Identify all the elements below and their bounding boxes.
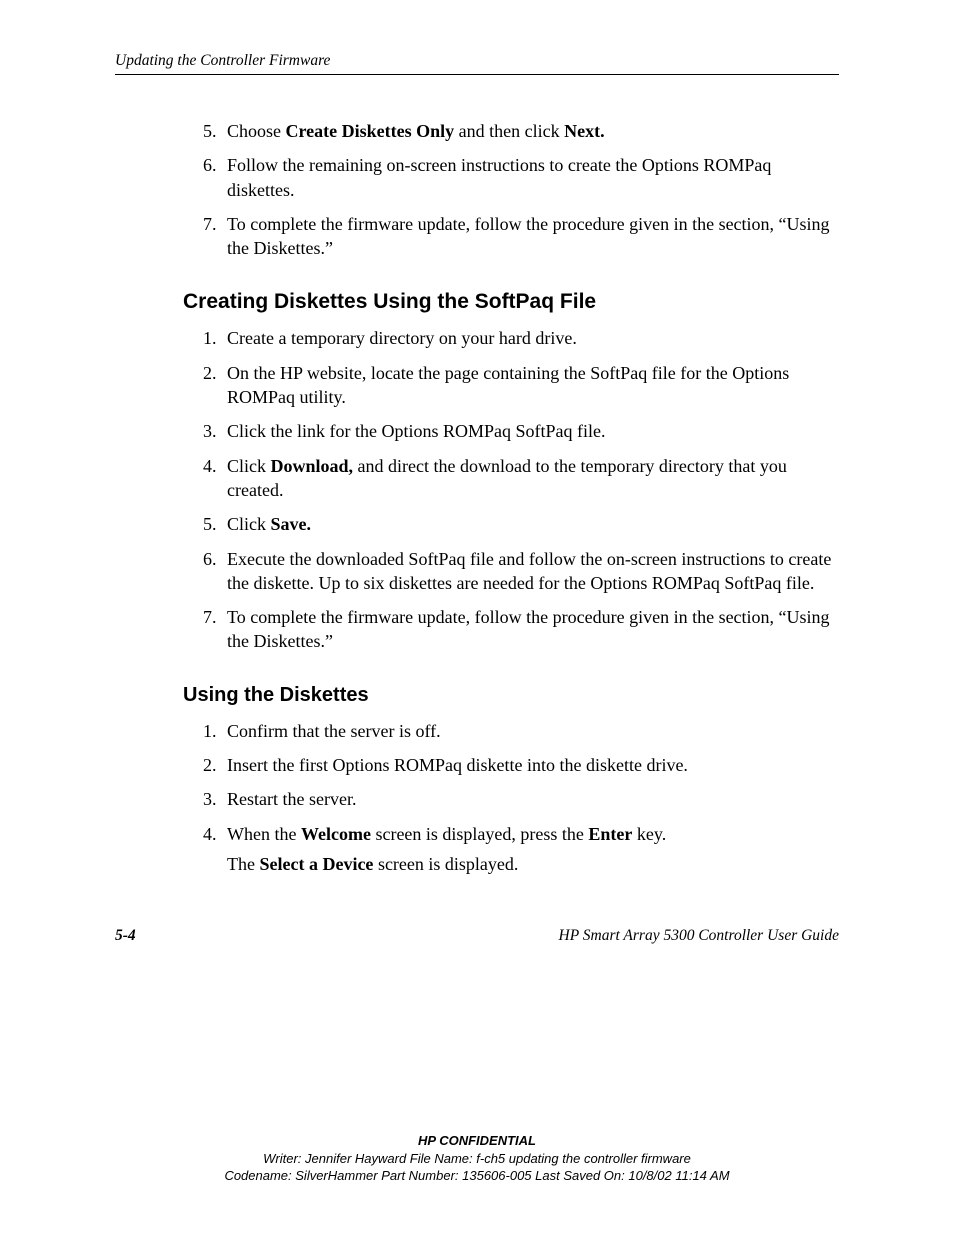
softpaq-steps-list: Create a temporary directory on your har… — [213, 326, 839, 653]
page-footer-meta: 5-4 HP Smart Array 5300 Controller User … — [115, 927, 839, 945]
page-header: Updating the Controller Firmware — [115, 52, 839, 75]
list-item: Follow the remaining on-screen instructi… — [221, 153, 839, 202]
body-content: Choose Create Diskettes Only and then cl… — [115, 119, 839, 876]
using-diskettes-steps-list: Confirm that the server is off. Insert th… — [213, 719, 839, 876]
list-item: Click Save. — [221, 512, 839, 536]
confidential-footer: HP CONFIDENTIAL Writer: Jennifer Hayward… — [0, 1132, 954, 1185]
doc-title: HP Smart Array 5300 Controller User Guid… — [559, 927, 839, 945]
confidential-label: HP CONFIDENTIAL — [0, 1132, 954, 1150]
list-item: To complete the firmware update, follow … — [221, 605, 839, 654]
codename-line: Codename: SilverHammer Part Number: 1356… — [0, 1167, 954, 1185]
list-item: Insert the first Options ROMPaq diskette… — [221, 753, 839, 777]
list-item: Confirm that the server is off. — [221, 719, 839, 743]
list-item: Restart the server. — [221, 787, 839, 811]
heading-softpaq: Creating Diskettes Using the SoftPaq Fil… — [183, 290, 839, 314]
list-item-followup: The Select a Device screen is displayed. — [227, 852, 839, 876]
list-item: To complete the firmware update, follow … — [221, 212, 839, 261]
list-item: On the HP website, locate the page conta… — [221, 361, 839, 410]
list-item: Execute the downloaded SoftPaq file and … — [221, 547, 839, 596]
page-number: 5-4 — [115, 927, 136, 945]
document-page: Updating the Controller Firmware Choose … — [0, 0, 954, 876]
writer-line: Writer: Jennifer Hayward File Name: f-ch… — [0, 1150, 954, 1168]
continued-steps-list: Choose Create Diskettes Only and then cl… — [213, 119, 839, 260]
list-item: Choose Create Diskettes Only and then cl… — [221, 119, 839, 143]
heading-using-diskettes: Using the Diskettes — [183, 684, 839, 707]
list-item: When the Welcome screen is displayed, pr… — [221, 822, 839, 877]
list-item: Click the link for the Options ROMPaq So… — [221, 419, 839, 443]
running-title: Updating the Controller Firmware — [115, 52, 839, 70]
list-item: Create a temporary directory on your har… — [221, 326, 839, 350]
list-item: Click Download, and direct the download … — [221, 454, 839, 503]
